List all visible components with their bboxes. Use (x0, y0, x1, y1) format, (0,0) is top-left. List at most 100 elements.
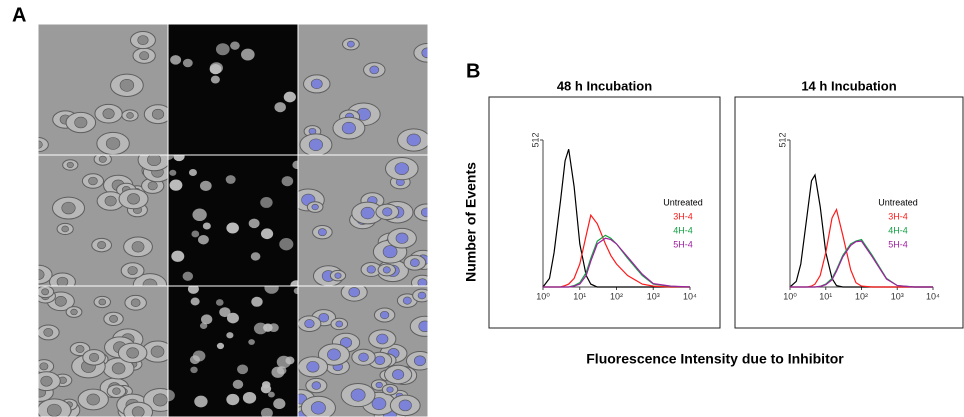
histogram-line (789, 173, 933, 288)
legend-label: Untreated (663, 197, 703, 207)
tile (298, 286, 428, 417)
cell-core (46, 403, 62, 417)
cell-core (395, 232, 409, 244)
nucleus (199, 322, 208, 329)
cell-core (39, 362, 49, 371)
nucleus (274, 102, 286, 113)
x-tick-label: 10¹ (573, 291, 586, 301)
cell-core (308, 138, 323, 151)
nucleus (250, 252, 261, 261)
legend-label: Untreated (878, 197, 918, 207)
nucleus (293, 287, 298, 295)
micrograph (37, 285, 169, 417)
cell-core (86, 393, 100, 406)
tile (168, 24, 298, 155)
nucleus (168, 389, 175, 402)
cell-core (402, 296, 412, 305)
panel-label: B (466, 60, 480, 82)
cell-core (112, 387, 121, 395)
microscopy-grid (37, 23, 429, 417)
nucleus (170, 55, 182, 65)
nucleus (187, 286, 199, 294)
tile-border (297, 285, 429, 417)
cell-core (334, 272, 342, 279)
nucleus (215, 43, 230, 56)
cell-core (382, 245, 398, 259)
cell-core (70, 308, 78, 316)
cell-core (417, 291, 427, 300)
cell-core (392, 369, 405, 380)
histogram-line (543, 237, 691, 288)
nucleus (182, 271, 194, 281)
cell-core (417, 278, 428, 286)
cell-core (350, 388, 366, 402)
nucleus (268, 323, 279, 333)
y-axis-title: Number of Events (463, 162, 479, 282)
cell-core (119, 78, 135, 92)
nucleus (248, 218, 260, 229)
cell-core (137, 35, 149, 45)
cell-core (317, 228, 327, 237)
panel-label: A (12, 4, 26, 26)
x-tick-label: 10² (855, 291, 868, 301)
x-tick-label: 10² (610, 291, 623, 301)
nucleus (268, 391, 275, 398)
cell-core (371, 397, 387, 411)
micrograph (37, 23, 169, 156)
nucleus (209, 63, 222, 75)
y-tick-label: 512 (777, 132, 787, 147)
tile (298, 24, 428, 155)
micrograph (167, 154, 299, 287)
cell-core (335, 320, 344, 328)
micrograph (167, 285, 299, 417)
cell-core (75, 345, 85, 353)
nucleus (260, 228, 274, 240)
x-tick-label: 10⁰ (783, 291, 797, 301)
histogram-line (790, 238, 933, 288)
nucleus (260, 384, 272, 394)
nucleus (169, 169, 177, 176)
cell-core (413, 355, 426, 367)
nucleus (253, 322, 268, 335)
chart-frame (734, 96, 964, 329)
cell-core (360, 206, 375, 220)
nucleus (199, 180, 212, 191)
histogram-line (790, 207, 933, 288)
cell-core (98, 298, 107, 306)
tile (298, 155, 428, 286)
nucleus (216, 342, 225, 350)
legend-label: 3H-4 (888, 211, 908, 221)
cell-core (398, 399, 412, 412)
y-tick-label: 512 (530, 132, 540, 147)
histogram-line (543, 213, 690, 288)
cell-core (61, 201, 76, 215)
nucleus (232, 379, 244, 390)
cell-core (43, 328, 54, 337)
x-tick-label: 10³ (647, 291, 660, 301)
cell-core (109, 314, 118, 323)
micrograph (297, 23, 429, 156)
legend-label: 4H-4 (888, 225, 908, 235)
nucleus (171, 250, 185, 262)
nucleus (173, 155, 185, 162)
cell-core (66, 161, 74, 169)
nucleus (237, 364, 249, 375)
micrograph (297, 285, 429, 417)
cell-core (147, 155, 162, 167)
nucleus (281, 176, 294, 187)
cell-core (348, 287, 360, 298)
nucleus (279, 238, 294, 251)
cell-core (142, 278, 158, 286)
nucleus (168, 155, 174, 161)
cell-core (104, 195, 117, 207)
cell-core (341, 121, 356, 135)
cell-core (105, 137, 121, 150)
cell-core (61, 225, 69, 233)
micrograph (297, 154, 429, 287)
nucleus (192, 208, 207, 222)
cell-core (310, 401, 326, 415)
cell-core (56, 276, 69, 286)
cell-core (88, 176, 98, 186)
tile-bg (168, 155, 298, 286)
